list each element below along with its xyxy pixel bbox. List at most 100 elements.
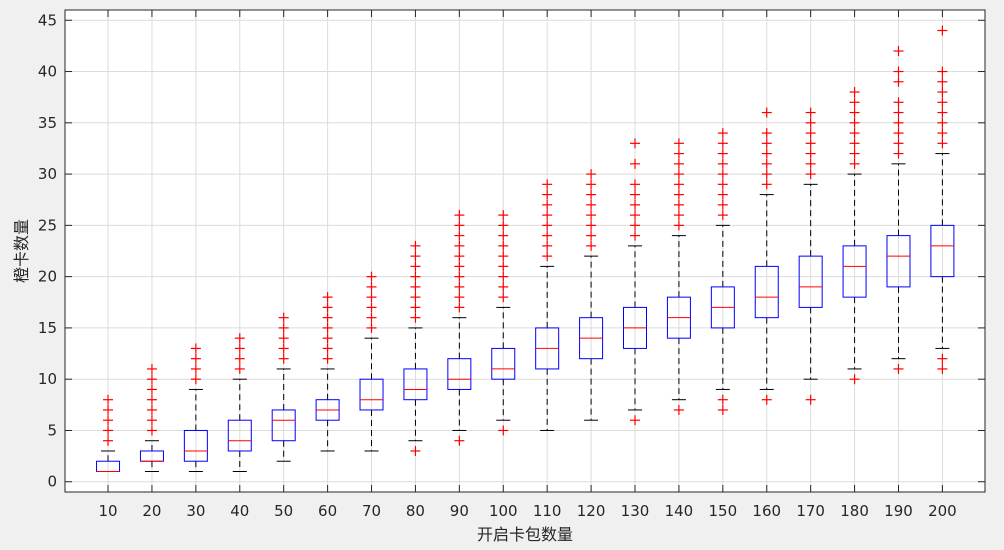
outlier-point xyxy=(410,292,421,303)
outlier-point xyxy=(937,66,948,77)
outlier-point xyxy=(366,302,377,313)
outlier-point xyxy=(498,281,509,292)
box-50 xyxy=(271,312,296,462)
outlier-point xyxy=(893,363,904,374)
x-tick-label: 110 xyxy=(533,502,562,520)
outlier-point xyxy=(498,230,509,241)
outlier-point xyxy=(542,220,553,231)
outlier-point xyxy=(322,312,333,323)
outlier-point xyxy=(454,271,465,282)
x-tick-label: 200 xyxy=(928,502,957,520)
outlier-point xyxy=(454,251,465,262)
outlier-point xyxy=(849,138,860,149)
y-axis-label: 橙卡数量 xyxy=(12,219,31,283)
outlier-point xyxy=(410,281,421,292)
outlier-point xyxy=(717,199,728,210)
outlier-point xyxy=(103,435,114,446)
outlier-point xyxy=(278,312,289,323)
x-tick-label: 70 xyxy=(362,502,381,520)
box-series xyxy=(96,25,955,472)
outlier-point xyxy=(893,46,904,57)
outlier-point xyxy=(893,76,904,87)
outlier-point xyxy=(454,210,465,221)
outlier-point xyxy=(366,292,377,303)
y-tick-label: 0 xyxy=(47,473,57,491)
box-iqr xyxy=(183,429,208,462)
outlier-point xyxy=(190,363,201,374)
outlier-point xyxy=(893,148,904,159)
outlier-point xyxy=(630,220,641,231)
x-tick-label: 30 xyxy=(186,502,205,520)
outlier-point xyxy=(849,374,860,385)
outlier-point xyxy=(805,148,816,159)
x-tick-label: 130 xyxy=(621,502,650,520)
outlier-point xyxy=(673,158,684,169)
x-tick-label: 190 xyxy=(884,502,913,520)
plot-area xyxy=(65,10,985,492)
outlier-point xyxy=(190,343,201,354)
outlier-point xyxy=(893,66,904,77)
box-160 xyxy=(754,107,779,405)
outlier-point xyxy=(410,312,421,323)
outlier-point xyxy=(454,220,465,231)
outlier-point xyxy=(761,138,772,149)
outlier-point xyxy=(542,189,553,200)
outlier-point xyxy=(849,107,860,118)
outlier-point xyxy=(103,415,114,426)
x-axis-label: 开启卡包数量 xyxy=(477,525,573,544)
box-100 xyxy=(491,210,516,436)
outlier-point xyxy=(322,343,333,354)
outlier-point xyxy=(849,87,860,98)
outlier-point xyxy=(893,128,904,139)
x-tick-label: 60 xyxy=(318,502,337,520)
outlier-point xyxy=(761,158,772,169)
x-tick-label: 150 xyxy=(709,502,738,520)
outlier-point xyxy=(586,169,597,180)
outlier-point xyxy=(146,363,157,374)
box-iqr xyxy=(930,224,955,278)
box-140 xyxy=(666,138,691,415)
outlier-point xyxy=(498,251,509,262)
x-tick-label: 40 xyxy=(230,502,249,520)
outlier-point xyxy=(937,76,948,87)
x-tick-label: 50 xyxy=(274,502,293,520)
outlier-point xyxy=(673,199,684,210)
outlier-point xyxy=(717,148,728,159)
outlier-point xyxy=(410,445,421,456)
y-tick-label: 40 xyxy=(38,63,57,81)
outlier-point xyxy=(410,240,421,251)
outlier-point xyxy=(542,179,553,190)
outlier-point xyxy=(849,97,860,108)
outlier-point xyxy=(630,230,641,241)
outlier-point xyxy=(366,322,377,333)
outlier-point xyxy=(630,415,641,426)
box-70 xyxy=(359,271,384,452)
box-40 xyxy=(227,333,252,472)
y-tick-label: 10 xyxy=(38,370,57,388)
outlier-point xyxy=(717,158,728,169)
outlier-point xyxy=(542,199,553,210)
outlier-point xyxy=(410,261,421,272)
box-iqr xyxy=(359,378,384,411)
x-tick-label: 170 xyxy=(796,502,825,520)
outlier-point xyxy=(761,394,772,405)
outlier-point xyxy=(234,353,245,364)
outlier-point xyxy=(278,343,289,354)
outlier-point xyxy=(322,333,333,344)
box-iqr xyxy=(842,245,867,298)
outlier-point xyxy=(630,138,641,149)
outlier-point xyxy=(190,374,201,385)
outlier-point xyxy=(542,230,553,241)
outlier-point xyxy=(673,148,684,159)
outlier-point xyxy=(849,158,860,169)
outlier-point xyxy=(717,128,728,139)
box-110 xyxy=(535,179,560,431)
outlier-point xyxy=(586,179,597,190)
x-tick-label: 10 xyxy=(98,502,117,520)
outlier-point xyxy=(454,435,465,446)
outlier-point xyxy=(717,404,728,415)
x-tick-label: 160 xyxy=(752,502,781,520)
outlier-point xyxy=(937,97,948,108)
outlier-point xyxy=(366,271,377,282)
outlier-point xyxy=(893,138,904,149)
